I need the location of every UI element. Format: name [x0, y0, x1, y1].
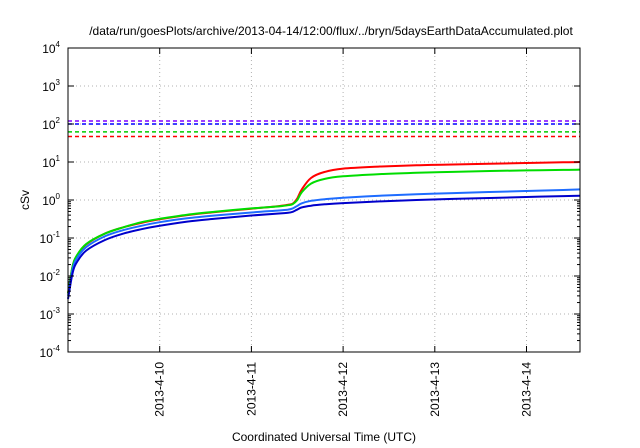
x-tick-label: 2013-4-12 — [336, 362, 350, 417]
y-tick-label: 10-2 — [40, 268, 61, 284]
y-tick-exponent: 3 — [56, 78, 61, 87]
x-axis-ticks: 2013-4-10 2013-4-11 2013-4-12 2013-4-13 2013… — [153, 48, 534, 417]
y-tick-exponent: -3 — [53, 306, 61, 315]
y-tick-exponent: 2 — [56, 116, 61, 125]
threshold-lines — [68, 120, 580, 138]
y-tick-exponent: -1 — [53, 230, 61, 239]
y-tick-label: 10-1 — [40, 230, 61, 246]
y-tick-label: 103 — [42, 78, 60, 94]
y-tick-label: 101 — [42, 154, 60, 170]
y-tick-base: 10 — [42, 80, 56, 94]
x-tick-label: 2013-4-14 — [520, 362, 534, 417]
x-tick-label: 2013-4-13 — [428, 362, 442, 417]
y-tick-label: 100 — [42, 192, 60, 208]
x-axis-label: Coordinated Universal Time (UTC) — [232, 430, 416, 444]
x-tick-label: 2013-4-11 — [244, 362, 258, 416]
y-axis-label: cSv — [18, 190, 32, 210]
chart-title: /data/run/goesPlots/archive/2013-04-14/1… — [89, 24, 573, 38]
y-tick-base: 10 — [40, 308, 54, 322]
y-tick-base: 10 — [42, 194, 56, 208]
y-tick-base: 10 — [42, 156, 56, 170]
series-line — [67, 168, 581, 294]
y-tick-base: 10 — [42, 42, 56, 56]
series-line — [67, 188, 581, 297]
y-tick-label: 10-4 — [40, 344, 61, 360]
y-tick-base: 10 — [40, 232, 54, 246]
x-tick-label: 2013-4-10 — [153, 362, 167, 417]
y-tick-label: 102 — [42, 116, 60, 132]
series-lines — [67, 161, 581, 300]
y-tick-exponent: 4 — [56, 40, 61, 49]
series-line — [67, 194, 581, 300]
y-tick-exponent: -4 — [53, 344, 61, 353]
y-tick-label: 104 — [42, 40, 60, 56]
y-tick-base: 10 — [40, 270, 54, 284]
y-tick-exponent: 0 — [56, 192, 61, 201]
y-tick-base: 10 — [42, 118, 56, 132]
y-tick-base: 10 — [40, 346, 54, 360]
y-tick-exponent: -2 — [53, 268, 61, 277]
y-tick-label: 10-3 — [40, 306, 61, 322]
y-tick-exponent: 1 — [56, 154, 61, 163]
